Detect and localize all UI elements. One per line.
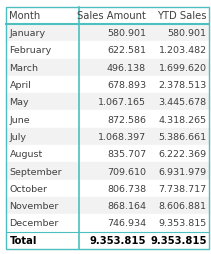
Text: 8.606.881: 8.606.881 xyxy=(159,201,207,210)
Text: 9.353.815: 9.353.815 xyxy=(89,235,146,245)
Bar xyxy=(6,25,209,42)
Text: 746.934: 746.934 xyxy=(107,219,146,228)
Text: 835.707: 835.707 xyxy=(107,150,146,158)
Text: December: December xyxy=(9,219,59,228)
Text: 1.068.397: 1.068.397 xyxy=(98,132,146,141)
Bar xyxy=(6,128,209,146)
Text: November: November xyxy=(9,201,59,210)
Text: 7.738.717: 7.738.717 xyxy=(159,184,207,193)
Bar xyxy=(6,163,209,180)
Text: 580.901: 580.901 xyxy=(107,29,146,38)
Text: 868.164: 868.164 xyxy=(107,201,146,210)
Text: Month: Month xyxy=(9,11,41,21)
Text: March: March xyxy=(9,64,38,72)
Text: 5.386.661: 5.386.661 xyxy=(159,132,207,141)
Bar xyxy=(6,94,209,111)
Bar xyxy=(6,42,209,59)
Text: 6.222.369: 6.222.369 xyxy=(159,150,207,158)
Bar xyxy=(6,76,209,94)
Text: 3.445.678: 3.445.678 xyxy=(159,98,207,107)
Text: August: August xyxy=(9,150,43,158)
Text: January: January xyxy=(9,29,46,38)
Text: 1.203.482: 1.203.482 xyxy=(159,46,207,55)
Text: June: June xyxy=(9,115,30,124)
Text: May: May xyxy=(9,98,29,107)
Text: 709.610: 709.610 xyxy=(107,167,146,176)
Text: September: September xyxy=(9,167,62,176)
Bar xyxy=(6,111,209,128)
Bar xyxy=(6,197,209,214)
Text: Total: Total xyxy=(9,235,37,245)
Text: October: October xyxy=(9,184,47,193)
Bar xyxy=(6,146,209,163)
Text: 678.893: 678.893 xyxy=(107,81,146,90)
Text: 4.318.265: 4.318.265 xyxy=(159,115,207,124)
Text: 1.699.620: 1.699.620 xyxy=(159,64,207,72)
Text: February: February xyxy=(9,46,52,55)
Text: 580.901: 580.901 xyxy=(168,29,207,38)
Text: July: July xyxy=(9,132,27,141)
Text: April: April xyxy=(9,81,31,90)
Text: 496.138: 496.138 xyxy=(107,64,146,72)
Bar xyxy=(6,232,209,249)
Text: Sales Amount: Sales Amount xyxy=(77,11,146,21)
Text: 806.738: 806.738 xyxy=(107,184,146,193)
Text: 872.586: 872.586 xyxy=(107,115,146,124)
Text: 9.353.815: 9.353.815 xyxy=(158,219,207,228)
Text: YTD Sales: YTD Sales xyxy=(157,11,207,21)
Text: 1.067.165: 1.067.165 xyxy=(98,98,146,107)
Text: 622.581: 622.581 xyxy=(107,46,146,55)
Bar xyxy=(6,214,209,232)
Bar xyxy=(6,180,209,197)
Bar xyxy=(6,59,209,76)
Text: 9.353.815: 9.353.815 xyxy=(150,235,207,245)
Text: 6.931.979: 6.931.979 xyxy=(159,167,207,176)
Text: 2.378.513: 2.378.513 xyxy=(158,81,207,90)
